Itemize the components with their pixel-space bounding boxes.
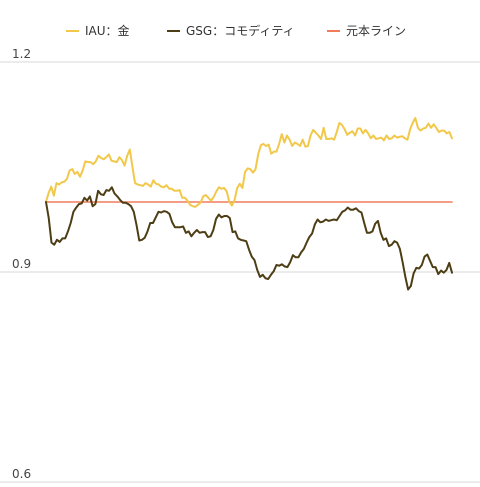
legend-item-principal-line[interactable]: 元本ライン bbox=[327, 24, 406, 38]
legend-item-commodity[interactable]: GSG：コモディティ bbox=[167, 23, 295, 38]
y-gridlines bbox=[0, 61, 480, 483]
y-axis-tick-labels: 1.2 0.9 0.6 bbox=[12, 47, 31, 481]
series-line-gold bbox=[45, 117, 453, 208]
y-tick-label: 0.9 bbox=[12, 257, 31, 271]
legend: IAU：金 GSG：コモディティ 元本ライン bbox=[66, 23, 406, 38]
legend-label-gold: IAU：金 bbox=[85, 23, 130, 38]
series-line-commodity bbox=[45, 186, 453, 291]
legend-label-principal-line: 元本ライン bbox=[346, 24, 406, 38]
legend-label-commodity: GSG：コモディティ bbox=[186, 23, 295, 38]
y-tick-label: 1.2 bbox=[12, 47, 31, 61]
series-lines bbox=[45, 117, 453, 291]
y-tick-label: 0.6 bbox=[12, 467, 31, 481]
legend-item-gold[interactable]: IAU：金 bbox=[66, 23, 130, 38]
